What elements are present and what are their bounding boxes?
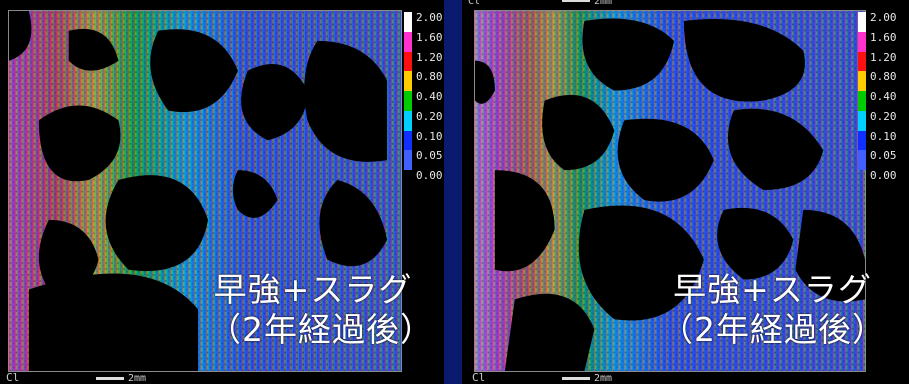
colorbar-swatch <box>404 110 412 131</box>
left-colorbar <box>404 12 412 170</box>
tick-label: 2.00 <box>416 11 443 24</box>
left-caption: 早強+スラグ （2年経過後） <box>208 270 434 350</box>
right-top-scale-label: 2mm <box>594 0 613 7</box>
colorbar-swatch <box>858 71 866 91</box>
right-colorbar-ticks: 2.00 1.60 1.20 0.80 0.40 0.20 0.10 0.05 … <box>870 8 897 186</box>
tick-label: 0.40 <box>416 90 443 103</box>
right-top-corner-label: Cl <box>468 0 481 7</box>
panel-divider <box>444 0 462 384</box>
colorbar-swatch <box>858 150 866 170</box>
colorbar-swatch <box>404 51 412 72</box>
right-colorbar <box>858 12 866 170</box>
colorbar-swatch <box>404 150 412 170</box>
caption-line-1: 早強+スラグ <box>213 270 413 309</box>
tick-label: 0.05 <box>870 149 897 163</box>
tick-label: 0.00 <box>870 169 897 182</box>
colorbar-swatch <box>858 51 866 72</box>
colorbar-swatch <box>404 12 412 32</box>
caption-line-2: （2年経過後） <box>208 310 434 349</box>
left-element-map <box>8 10 402 372</box>
colorbar-swatch <box>858 91 866 111</box>
left-corner-label: Cl <box>6 371 20 384</box>
tick-label: 0.10 <box>870 129 897 143</box>
colorbar-swatch <box>858 130 866 151</box>
left-panel: 2.00 1.60 1.20 0.80 0.40 0.20 0.10 0.05 … <box>0 0 444 384</box>
right-element-map <box>474 10 866 372</box>
colorbar-swatch <box>404 71 412 91</box>
right-panel: Cl 2mm <box>462 0 909 384</box>
left-scale-bar <box>96 377 124 380</box>
colorbar-swatch <box>858 12 866 32</box>
tick-label: 1.20 <box>416 50 443 64</box>
tick-label: 0.20 <box>416 109 443 123</box>
tick-label: 0.20 <box>870 109 897 123</box>
caption-line-2: （2年経過後） <box>660 310 886 349</box>
colorbar-swatch <box>404 91 412 111</box>
right-corner-label: Cl <box>472 371 486 384</box>
left-scale-label: 2mm <box>128 373 147 384</box>
caption-line-1: 早強+スラグ <box>673 270 872 309</box>
tick-label: 1.60 <box>416 30 443 44</box>
right-top-scale-bar <box>562 0 590 2</box>
right-map-graphic <box>475 11 865 371</box>
tick-label: 0.80 <box>416 70 443 84</box>
colorbar-swatch <box>404 31 412 52</box>
tick-label: 0.05 <box>416 149 443 163</box>
tick-label: 1.60 <box>870 30 897 44</box>
tick-label: 0.10 <box>416 129 443 143</box>
tick-label: 0.80 <box>870 70 897 84</box>
right-scale-bar <box>562 377 590 380</box>
left-map-graphic <box>9 11 401 371</box>
right-caption: 早強+スラグ （2年経過後） <box>660 270 885 350</box>
tick-label: 2.00 <box>870 11 897 24</box>
right-scale-label: 2mm <box>594 373 613 384</box>
colorbar-swatch <box>858 31 866 52</box>
tick-label: 0.00 <box>416 169 443 182</box>
left-colorbar-ticks: 2.00 1.60 1.20 0.80 0.40 0.20 0.10 0.05 … <box>416 8 443 186</box>
colorbar-swatch <box>858 110 866 131</box>
tick-label: 1.20 <box>870 50 897 64</box>
tick-label: 0.40 <box>870 90 897 103</box>
colorbar-swatch <box>404 130 412 151</box>
